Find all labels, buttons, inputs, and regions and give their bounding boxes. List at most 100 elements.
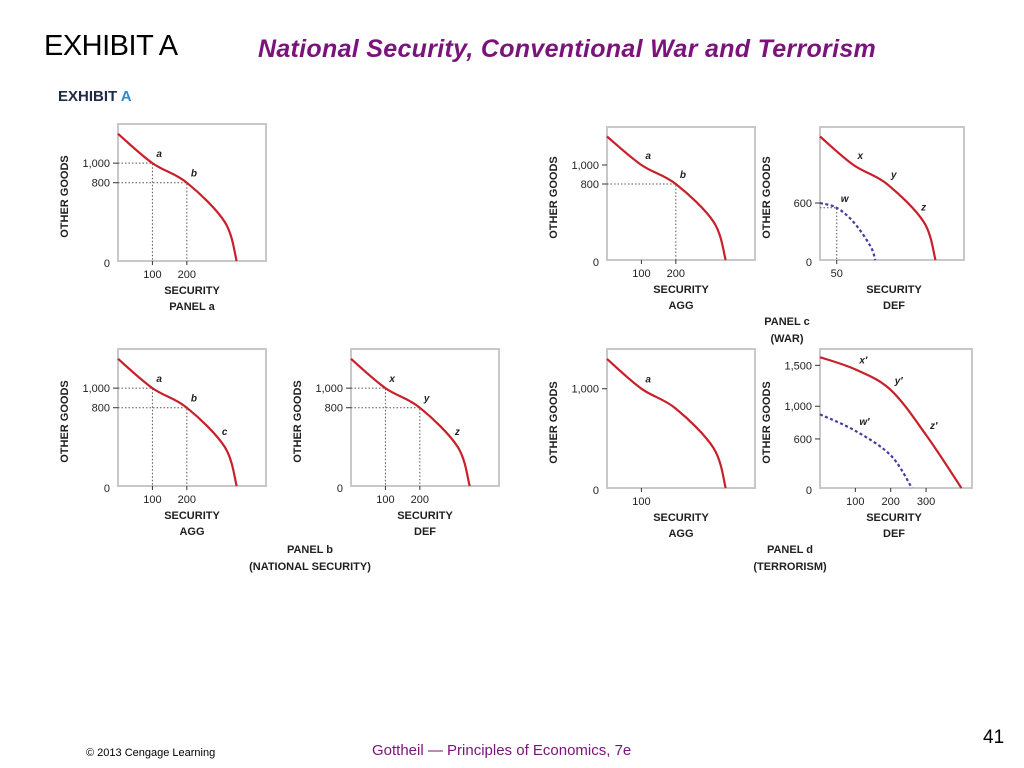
x-tick-label: 200 <box>178 269 196 281</box>
y-tick-label: 1,000 <box>82 158 110 170</box>
plot-frame <box>350 348 500 487</box>
guide-line <box>118 162 153 261</box>
ppf-curve <box>606 358 727 489</box>
plot-frame <box>819 348 973 489</box>
source-citation: Gottheil — Principles of Economics, 7e <box>372 742 632 759</box>
x-tick-label: 200 <box>667 268 685 280</box>
page-number: 41 <box>983 727 1005 748</box>
ppf-curve <box>819 356 963 489</box>
x-axis-subtitle: DEF <box>883 528 905 540</box>
y-tick-label: 800 <box>92 178 110 190</box>
x-axis-subtitle: AGG <box>668 300 693 312</box>
guide-line <box>607 183 677 260</box>
y-tick-label: 1,000 <box>82 383 110 395</box>
x-axis-title: SECURITY <box>653 512 709 524</box>
panel-a-chart: 1,000 800 100 200 0 a b OTHER GOODS SECURITY PANE… <box>59 123 267 313</box>
x-axis-subtitle: DEF <box>414 526 436 538</box>
y-tick-label: 1,000 <box>571 160 599 172</box>
x-axis-subtitle: AGG <box>179 526 204 538</box>
x-axis-title: SECURITY <box>397 510 453 522</box>
panel-d-def-chart: 1,500 1,000 600 100 200 300 0 x′ y′ z′ w′ OTHER GOO… <box>761 348 973 540</box>
plot-frame <box>606 348 756 489</box>
y-tick-label: 1,500 <box>784 360 812 372</box>
plot-frame <box>117 123 267 262</box>
x-tick-label: 100 <box>632 496 650 508</box>
x-axis-subtitle: AGG <box>668 528 693 540</box>
exhibit-heading: EXHIBIT A <box>58 88 132 105</box>
x-axis-title: SECURITY <box>866 512 922 524</box>
y-axis-title: OTHER GOODS <box>59 380 71 463</box>
slide-title: National Security, Conventional War and … <box>258 35 877 63</box>
panel-c-def-chart: 600 50 0 x y z w OTHER GOODS SECURITY DEF <box>761 126 965 312</box>
x-axis-title: SECURITY <box>164 510 220 522</box>
guide-line <box>118 182 188 261</box>
panel-d-agg-chart: 1,000 100 0 a OTHER GOODS SECURITY AGG <box>548 348 756 540</box>
point-label: w′ <box>859 417 870 428</box>
y-axis-title: OTHER GOODS <box>292 380 304 463</box>
x-tick-label: 100 <box>143 269 161 281</box>
origin-label: 0 <box>104 258 110 270</box>
x-axis-title: SECURITY <box>866 284 922 296</box>
y-tick-label: 800 <box>325 403 343 415</box>
point-label: w <box>841 194 850 205</box>
origin-label: 0 <box>593 257 599 269</box>
y-tick-label: 600 <box>794 434 812 446</box>
panel-caption-c: (WAR) <box>771 333 804 345</box>
panel-b-def-chart: 1,000 800 100 200 0 x y z OTHER GOODS SECURITY DEF <box>292 348 500 538</box>
panel-caption-d: PANEL d <box>767 544 813 556</box>
panel-caption-b: (NATIONAL SECURITY) <box>249 561 371 573</box>
x-tick-label: 100 <box>143 494 161 506</box>
slide-label: EXHIBIT A <box>44 30 178 62</box>
copyright: © 2013 Cengage Learning <box>86 747 216 759</box>
origin-label: 0 <box>806 257 812 269</box>
y-tick-label: 600 <box>794 198 812 210</box>
x-tick-label: 100 <box>846 496 864 508</box>
x-tick-label: 50 <box>831 268 843 280</box>
x-axis-subtitle: PANEL a <box>169 301 215 313</box>
point-label: a <box>645 375 651 386</box>
guide-line <box>118 387 153 486</box>
point-label: z′ <box>929 421 938 432</box>
y-tick-label: 1,000 <box>571 384 599 396</box>
y-axis-title: OTHER GOODS <box>548 156 560 239</box>
x-axis-subtitle: DEF <box>883 300 905 312</box>
dashed-curve <box>819 201 877 261</box>
point-label: x′ <box>858 355 868 366</box>
x-tick-label: 100 <box>632 268 650 280</box>
point-label: z <box>454 427 460 438</box>
point-label: y <box>423 394 430 405</box>
y-tick-label: 800 <box>92 403 110 415</box>
plot-frame <box>819 126 965 261</box>
y-tick-label: 800 <box>581 179 599 191</box>
origin-label: 0 <box>337 483 343 495</box>
y-axis-title: OTHER GOODS <box>59 155 71 238</box>
y-axis-title: OTHER GOODS <box>548 381 560 464</box>
plot-frame <box>117 348 267 487</box>
dashed-curve <box>819 413 913 489</box>
point-label: c <box>222 427 228 438</box>
panel-caption-d: (TERRORISM) <box>753 561 827 573</box>
ppf-curve <box>819 135 937 261</box>
exhibit-heading-main: EXHIBIT <box>58 88 121 105</box>
origin-label: 0 <box>806 485 812 497</box>
plot-frame <box>606 126 756 261</box>
origin-label: 0 <box>104 483 110 495</box>
guide-line <box>351 387 386 486</box>
x-tick-label: 200 <box>882 496 900 508</box>
panel-b-agg-chart: 1,000 800 100 200 0 a b c OTHER GOODS SECURITY AGG <box>59 348 267 538</box>
exhibit-heading-accent: A <box>120 88 132 105</box>
panel-caption-c: PANEL c <box>764 316 809 328</box>
point-label: b <box>680 170 686 181</box>
x-tick-label: 200 <box>411 494 429 506</box>
point-label: b <box>191 394 197 405</box>
point-label: a <box>156 149 162 160</box>
x-axis-title: SECURITY <box>164 285 220 297</box>
x-axis-title: SECURITY <box>653 284 709 296</box>
ppf-curve <box>350 357 471 487</box>
y-axis-title: OTHER GOODS <box>761 156 773 239</box>
x-tick-label: 300 <box>917 496 935 508</box>
point-label: z <box>920 202 926 213</box>
guide-line <box>820 207 838 260</box>
y-axis-title: OTHER GOODS <box>761 381 773 464</box>
